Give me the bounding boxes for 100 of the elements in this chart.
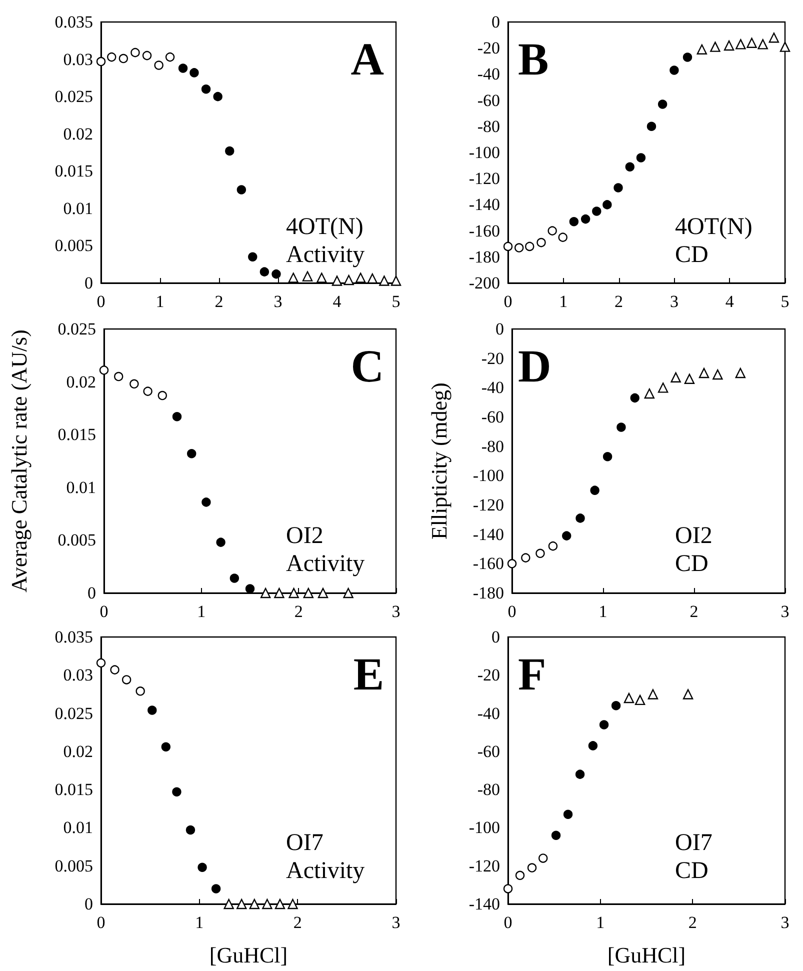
y-axis-title: Average Catalytic rate (AU/s): [6, 330, 32, 592]
point: [318, 588, 328, 598]
point: [178, 64, 188, 73]
y-tick-label: 0.01: [63, 818, 93, 838]
point: [536, 548, 545, 558]
y-tick-label: -120: [468, 856, 500, 876]
x-tick-label: 1: [197, 602, 206, 621]
y-tick-label: -120: [468, 169, 500, 188]
x-tick-label: 0: [100, 602, 108, 621]
y-tick-label: 0.015: [58, 425, 96, 444]
point: [503, 884, 513, 894]
point: [136, 686, 145, 696]
point: [768, 32, 780, 43]
y-tick-label: -120: [472, 496, 504, 514]
point: [186, 825, 196, 835]
y-tick-label: -20: [477, 38, 500, 58]
y-tick-label: 0.02: [63, 742, 93, 761]
annotation: D: [518, 340, 552, 392]
y-axis-title: Ellipticity (mdeg): [426, 382, 452, 540]
annotation: Activity: [286, 242, 365, 268]
annotation: CD: [675, 858, 708, 884]
x-tick-label: 2: [214, 292, 224, 311]
point: [602, 452, 612, 462]
point: [161, 742, 170, 752]
point: [648, 689, 658, 700]
point: [118, 54, 128, 64]
point: [646, 122, 656, 131]
point: [592, 206, 602, 216]
point: [780, 42, 790, 52]
y-tick-label: -80: [477, 780, 500, 800]
x-tick-label: 1: [195, 913, 204, 932]
y-tick-label: -160: [468, 221, 500, 240]
point: [356, 272, 366, 283]
y-tick-label: -200: [468, 274, 500, 292]
x-tick-label: 3: [392, 602, 400, 621]
y-tick-label: 0: [88, 584, 96, 602]
point: [302, 271, 313, 282]
point: [316, 272, 327, 283]
x-tick-label: 4: [332, 292, 342, 311]
x-tick-label: 1: [596, 913, 605, 932]
y-tick-label: 0.02: [63, 124, 93, 144]
point: [154, 60, 164, 70]
x-tick-label: 2: [294, 602, 303, 621]
y-tick-label: 0.02: [66, 372, 96, 392]
point: [262, 898, 272, 910]
point: [245, 584, 255, 594]
y-tick-label: 0.03: [63, 50, 93, 69]
y-tick-label: -80: [481, 436, 504, 456]
y-tick-label: -100: [468, 818, 500, 838]
point: [670, 66, 679, 75]
annotation: 4OT(N): [286, 214, 364, 240]
x-tick-label: 3: [670, 292, 678, 311]
point: [548, 541, 558, 551]
x-tick-label: 2: [293, 913, 302, 932]
point: [288, 272, 298, 283]
point: [644, 388, 655, 399]
x-axis-title: [GuHCl]: [607, 942, 686, 968]
y-tick-label: 0.035: [54, 12, 93, 32]
annotation: E: [353, 648, 384, 700]
point: [130, 48, 140, 58]
point: [696, 44, 707, 55]
point: [611, 701, 621, 710]
point: [201, 84, 211, 94]
x-tick-label: 4: [725, 292, 734, 311]
point: [538, 854, 548, 863]
y-tick-label: -40: [477, 704, 500, 723]
y-tick-label: 0.035: [54, 628, 93, 646]
y-tick-label: 0: [496, 320, 504, 338]
point: [724, 40, 734, 51]
point: [260, 267, 270, 276]
annotation: 4OT(N): [675, 214, 752, 240]
annotation: OI2: [286, 523, 324, 549]
point: [96, 658, 106, 668]
point: [548, 226, 557, 236]
x-tick-label: 1: [559, 292, 568, 311]
x-tick-label: 0: [508, 602, 516, 621]
point: [636, 153, 646, 162]
point: [590, 486, 600, 495]
point: [225, 146, 234, 156]
y-tick-label: 0.005: [54, 236, 93, 256]
y-tick-label: -140: [468, 195, 500, 214]
x-tick-label: 1: [598, 602, 608, 621]
x-tick-label: 2: [690, 602, 698, 621]
point: [710, 42, 720, 52]
point: [236, 898, 247, 910]
point: [521, 553, 530, 562]
point: [536, 238, 546, 248]
annotation: A: [350, 34, 384, 84]
point: [670, 372, 681, 382]
x-tick-label: 3: [780, 913, 790, 932]
point: [746, 38, 757, 48]
annotation: OI7: [286, 830, 324, 856]
point: [684, 374, 695, 384]
point: [187, 449, 196, 458]
point: [172, 787, 182, 796]
annotation: Activity: [286, 858, 365, 884]
point: [248, 252, 258, 262]
y-tick-label: -40: [477, 64, 500, 84]
point: [527, 863, 537, 872]
y-tick-label: 0.01: [66, 478, 96, 497]
